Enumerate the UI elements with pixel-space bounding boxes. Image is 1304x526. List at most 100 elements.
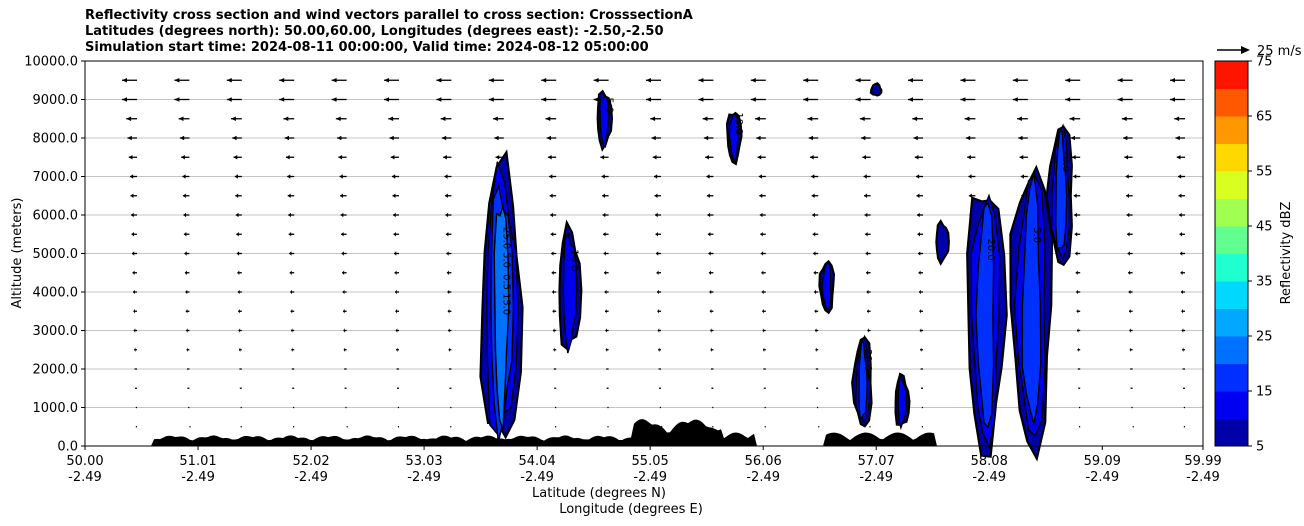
wind-vector-head (128, 155, 133, 160)
contour-label: 0.5 (500, 274, 511, 290)
wind-vector-head (1076, 309, 1079, 314)
wind-vector-head (1179, 212, 1182, 218)
x-tick-label-lon: -2.49 (859, 470, 893, 485)
wind-vector-head (865, 232, 868, 237)
wind-vector-head (447, 309, 450, 314)
title-line-3: Simulation start time: 2024-08-11 00:00:… (85, 40, 649, 55)
wind-vector-head (284, 135, 289, 141)
wind-vector-head (866, 289, 869, 295)
reflectivity-cell: 20.0 (851, 334, 873, 428)
wind-vector-head (186, 347, 188, 352)
wind-vector-head (132, 251, 135, 256)
wind-vector-head (236, 251, 240, 256)
reflectivity-contour (935, 219, 950, 266)
wind-vector-head (815, 328, 817, 333)
contour-label: 20.0 (862, 349, 873, 371)
wind-vector-head (130, 193, 134, 198)
wind-vector-head (552, 289, 554, 295)
colorbar-segment (1215, 116, 1248, 144)
y-tick-label: 9000.0 (33, 93, 79, 108)
wind-vector-head (289, 270, 292, 275)
wind-vector-head (811, 193, 815, 198)
wind-vector-head (646, 78, 651, 83)
wind-vector-head (920, 347, 922, 352)
wind-vector-head (865, 251, 868, 256)
wind-vector-head (655, 212, 658, 218)
wind-vector-head (968, 193, 972, 198)
wind-vector-head (436, 97, 442, 102)
wind-vector-head (861, 135, 866, 141)
wind-vector-head (650, 116, 656, 121)
x-tick-label-lat: 51.01 (179, 454, 216, 469)
reflectivity-cell: 20.0 (966, 193, 1008, 458)
wind-vector-head (185, 309, 188, 314)
colorbar-segment (1215, 88, 1248, 117)
wind-vector-head (1178, 174, 1182, 179)
wind-vector-head (448, 328, 450, 333)
wind-vector-head (605, 347, 608, 352)
wind-vector-head (657, 328, 660, 333)
wind-vector-head (550, 232, 554, 237)
wind-vector-head (1012, 97, 1018, 102)
reflectivity-cell (935, 219, 950, 266)
wind-vector-head (1124, 155, 1129, 160)
wind-vector-head (812, 212, 815, 218)
wind-vector-head (864, 193, 868, 198)
wind-vector-head (815, 347, 817, 352)
wind-vector-head (807, 116, 813, 121)
wind-vector-head (916, 174, 920, 179)
wind-vector-head (908, 78, 913, 83)
wind-vector-head (174, 97, 180, 102)
wind-vector-head (290, 289, 292, 295)
wind-vector-head (389, 135, 394, 141)
wind-vector-head (862, 155, 867, 160)
wind-vector-head (395, 328, 398, 333)
reflectivity-contour (728, 111, 740, 163)
wind-vector-head (1075, 251, 1078, 256)
wind-vector-head (762, 309, 764, 314)
wind-vector-head (238, 309, 240, 314)
wind-vector-head (446, 251, 449, 256)
wind-vector-head (488, 78, 494, 83)
wind-vector-head (1065, 97, 1071, 102)
wind-vector-head (342, 270, 345, 275)
wind-vector-head (710, 328, 712, 333)
wind-vector-head (1074, 212, 1077, 218)
contour-label: 5.0 (500, 252, 511, 268)
wind-vector-head (331, 78, 337, 83)
wind-vector-head (288, 212, 291, 218)
wind-vector-head (235, 212, 239, 218)
wind-vector-head (912, 116, 918, 121)
wind-vector-head (394, 270, 397, 275)
reflectivity-cell (869, 82, 883, 97)
wind-vector-head (393, 232, 396, 237)
x-tick-label-lon: -2.49 (1186, 470, 1220, 485)
wind-vector-head (652, 155, 657, 160)
wind-vector-head (867, 328, 869, 333)
wind-vector-head (132, 270, 135, 275)
x-axis-label-lat: Latitude (degrees N) (532, 486, 666, 501)
wind-vector-head (605, 328, 607, 333)
wind-vector-head (605, 309, 607, 314)
wind-vector-head (600, 155, 605, 160)
wind-vector-head (1065, 78, 1071, 83)
wind-vector-head (179, 135, 185, 141)
wind-vector-head (494, 135, 499, 141)
wind-vector-head (859, 116, 865, 121)
wind-vector-head (1127, 232, 1130, 237)
wind-vector-head (968, 174, 972, 179)
wind-vector-head (1018, 135, 1023, 141)
wind-vector-head (226, 78, 232, 83)
colorbar-tick-label: 55 (1256, 165, 1273, 180)
wind-vector-head (127, 135, 132, 141)
reflectivity-contour (562, 231, 578, 354)
wind-vector-head (709, 289, 712, 295)
reflectivity-cell: 10.0 (725, 111, 744, 166)
wind-vector-head (495, 155, 500, 160)
reflectivity-cell: 5.0 (1009, 164, 1054, 462)
wind-vector-head (446, 270, 449, 275)
wind-vector-head (393, 212, 396, 218)
colorbar-tick-label: 65 (1256, 110, 1273, 125)
reflectivity-contour (858, 338, 868, 419)
